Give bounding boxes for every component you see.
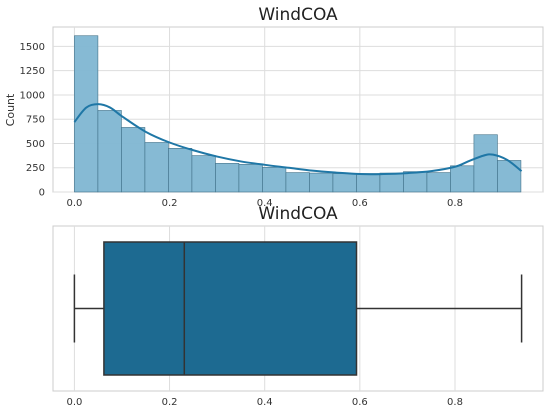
histogram-x-tick-label: 0.0: [66, 198, 82, 209]
boxplot-x-tick-label: 0.6: [352, 397, 368, 408]
histogram-bar: [403, 171, 428, 193]
histogram-title: WindCOA: [258, 5, 338, 25]
histogram-bar: [215, 163, 240, 193]
histogram-bar: [191, 155, 216, 193]
histogram-y-tick-label: 0: [39, 188, 45, 199]
histogram-bar: [450, 165, 475, 193]
histogram-bar: [332, 173, 357, 193]
histogram-x-tick-label: 0.8: [447, 198, 463, 209]
boxplot-x-tick-label: 0.0: [66, 397, 82, 408]
histogram-bar: [497, 160, 522, 193]
histogram-y-tick-label: 250: [26, 163, 45, 174]
histogram-y-tick-label: 500: [26, 139, 45, 150]
kde-line: [73, 103, 523, 176]
histogram-x-tick-label: 0.4: [257, 198, 273, 209]
histogram-bar: [426, 172, 451, 193]
histogram-bars: [74, 35, 522, 193]
histogram-y-tick-label: 1000: [20, 90, 45, 101]
boxplot-x-tick-label: 0.8: [447, 397, 463, 408]
histogram-bar: [309, 172, 334, 193]
histogram-bar: [262, 166, 287, 193]
boxplot-box: [103, 241, 358, 376]
boxplot-x-tick-label: 0.2: [162, 397, 178, 408]
histogram-y-tick-label: 750: [26, 115, 45, 126]
histogram-bar: [285, 172, 310, 193]
boxplot-title: WindCOA: [258, 204, 338, 224]
histogram-bar: [473, 134, 498, 193]
histogram-y-axis-label: Count: [4, 93, 17, 126]
boxplot-x-tick-labels: 0.0 0.2 0.4 0.6 0.8: [66, 397, 462, 408]
histogram-y-tick-label: 1500: [20, 42, 45, 53]
histogram-bar: [97, 110, 122, 193]
histogram-panel: 0.0 0.2 0.4 0.6 0.8 0 250 500 750 1000 1250 1500 C…: [4, 5, 544, 209]
histogram-x-tick-label: 0.6: [352, 198, 368, 209]
histogram-x-tick-labels: 0.0 0.2 0.4 0.6 0.8: [66, 198, 462, 209]
histogram-bar: [168, 148, 193, 193]
boxplot-marks: [73, 241, 523, 376]
histogram-x-tick-label: 0.2: [162, 198, 178, 209]
boxplot-x-tick-label: 0.4: [257, 397, 273, 408]
histogram-bar: [379, 172, 404, 193]
histogram-bar: [74, 35, 99, 193]
histogram-bar: [238, 164, 263, 193]
histogram-bar: [356, 173, 381, 193]
histogram-bar: [144, 142, 169, 193]
histogram-y-tick-label: 1250: [20, 66, 45, 77]
boxplot-panel: 0.0 0.2 0.4 0.6 0.8 WindCOA: [52, 204, 544, 408]
histogram-bar: [121, 127, 146, 193]
histogram-y-tick-labels: 0 250 500 750 1000 1250 1500: [20, 42, 45, 199]
